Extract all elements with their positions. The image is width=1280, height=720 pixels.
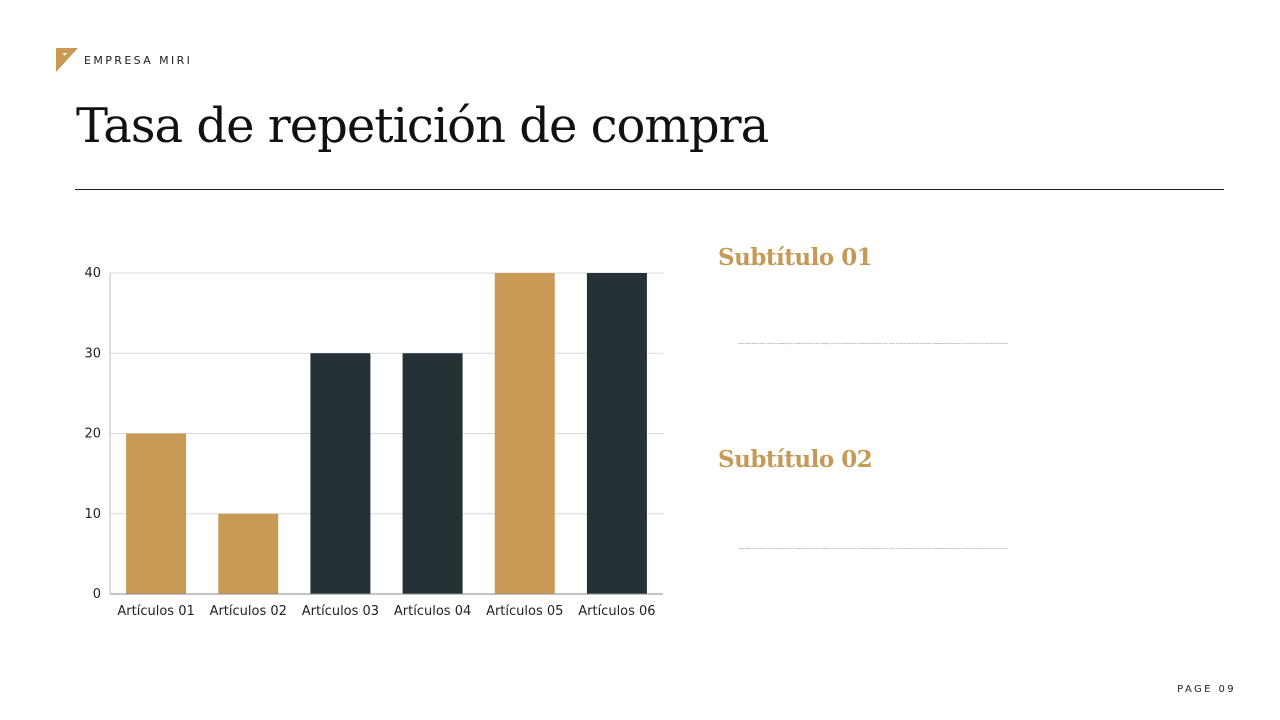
x-category-label: Artículos 06	[578, 604, 655, 619]
y-tick-label: 30	[84, 346, 101, 361]
y-tick-label: 40	[84, 266, 101, 281]
bar-3	[310, 353, 371, 594]
chart-labels: 0 10 20 30 40 Artículos 01 Artículos 02 Artícul…	[84, 266, 655, 619]
bar-1	[126, 433, 187, 594]
y-tick-label: 20	[84, 427, 101, 442]
x-category-label: Artículos 01	[117, 604, 194, 619]
x-category-label: Artículos 02	[210, 604, 287, 619]
bar-6	[586, 273, 647, 594]
subtitle-01: Subtítulo 01	[718, 244, 873, 271]
chart-grid	[110, 272, 663, 515]
page-title: Tasa de repetición de compra	[76, 98, 769, 154]
page-number: PAGE 09	[1177, 684, 1236, 695]
chart-axes	[109, 273, 663, 595]
brand: EMPRESA MIRI	[56, 48, 192, 72]
title-divider	[75, 189, 1224, 190]
brand-logo-icon	[56, 48, 78, 72]
subtitle-02: Subtítulo 02	[718, 446, 873, 473]
bar-2	[218, 513, 279, 594]
y-tick-label: 10	[84, 507, 101, 522]
brand-name: EMPRESA MIRI	[84, 53, 193, 67]
body-text-01: Lorem ipsum dolor sit amet, consectetur …	[738, 343, 1009, 345]
bar-4	[402, 353, 463, 594]
bar-5	[494, 273, 555, 594]
x-category-label: Artículos 04	[394, 604, 471, 619]
chart-bars	[126, 273, 647, 594]
x-category-label: Artículos 03	[302, 604, 379, 619]
y-tick-label: 0	[93, 587, 101, 602]
body-text-02: Lorem ipsum dolor sit amet, consectetur …	[738, 548, 1009, 550]
bar-chart: 0 10 20 30 40 Artículos 01 Artículos 02 Artícul…	[84, 266, 663, 619]
x-category-label: Artículos 05	[486, 604, 563, 619]
